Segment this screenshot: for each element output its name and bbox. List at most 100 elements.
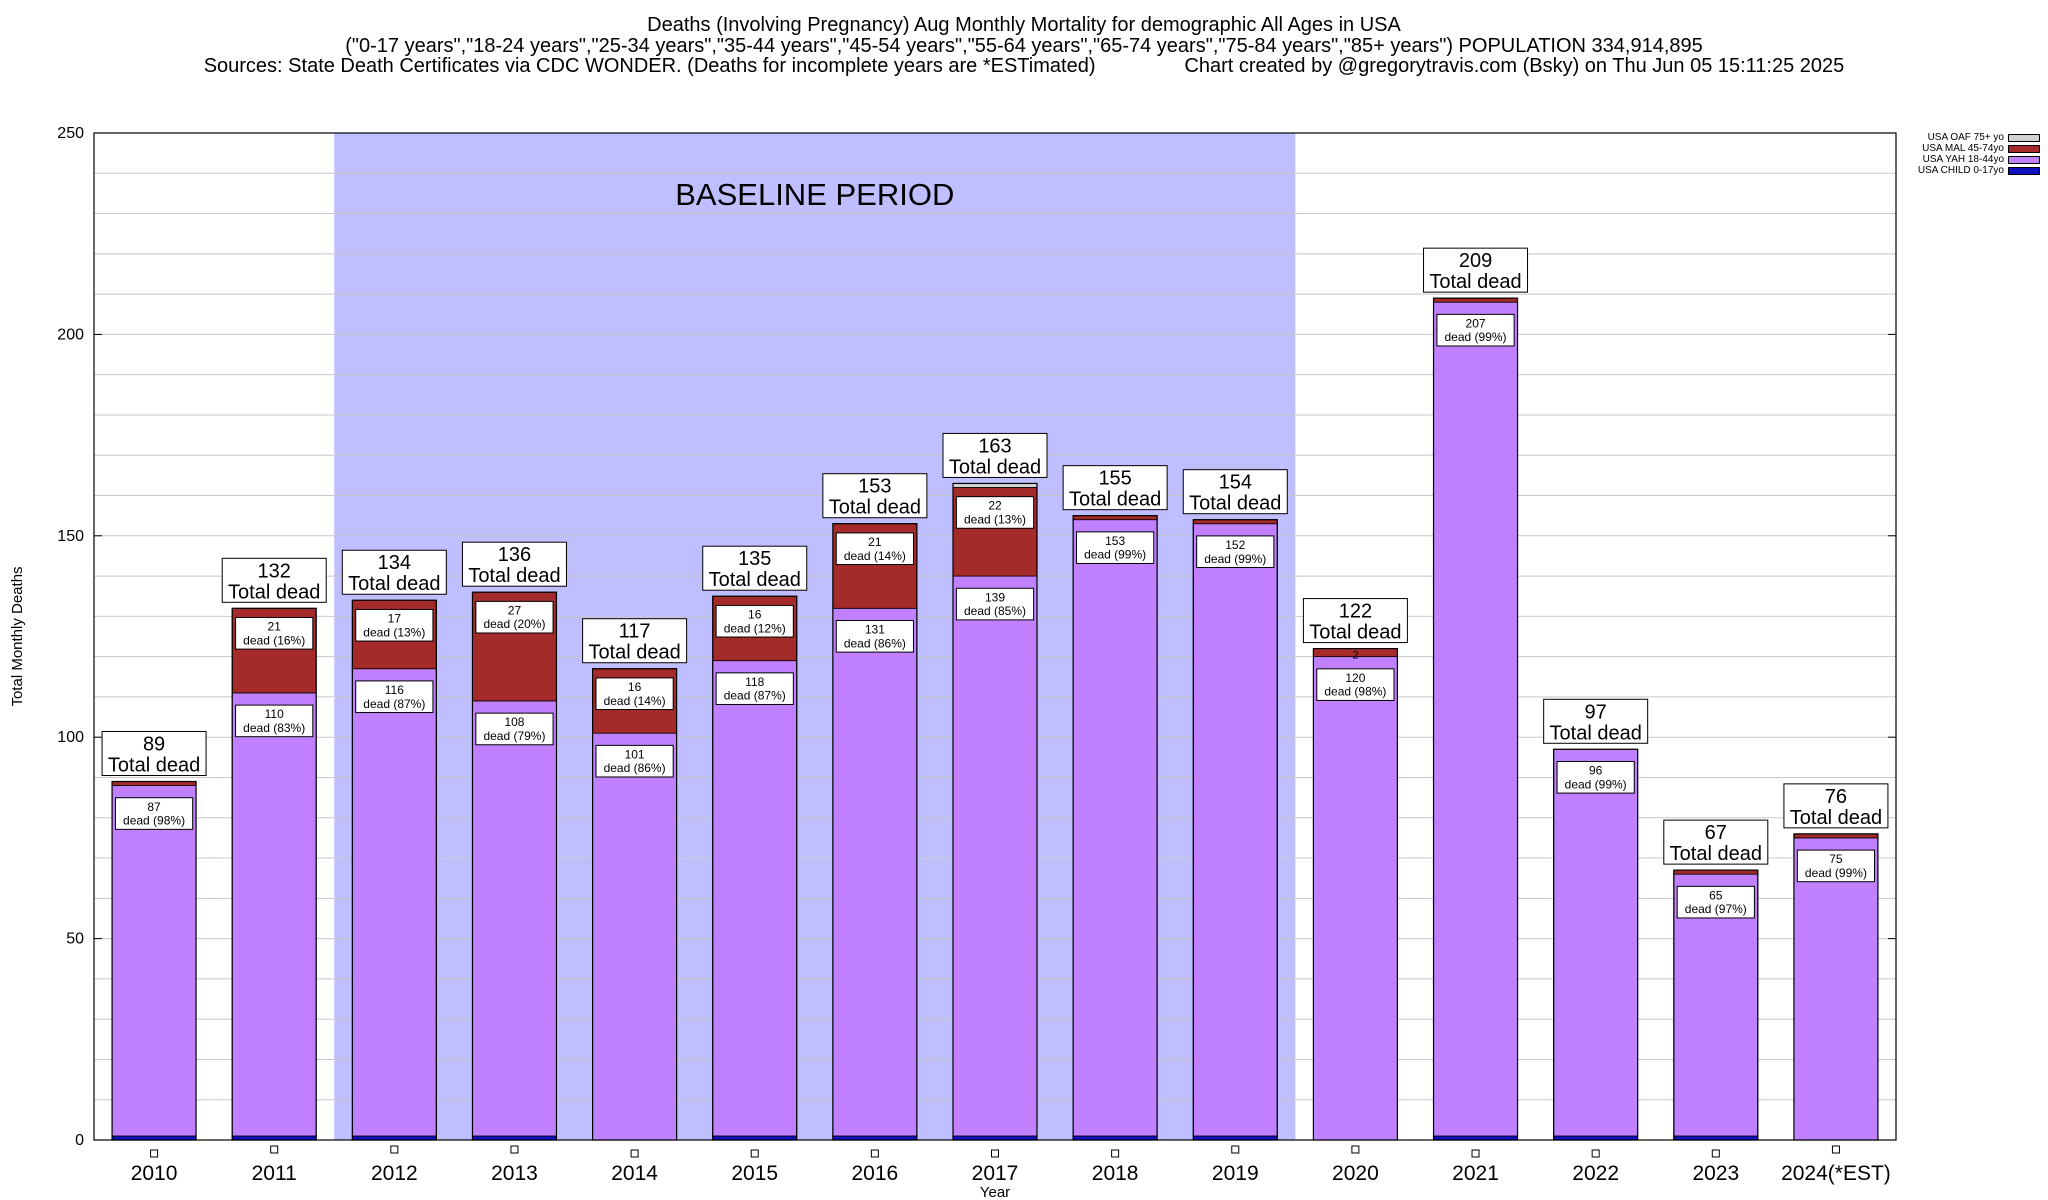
bar-segment bbox=[1673, 869, 1759, 875]
bar-segment bbox=[952, 483, 1038, 488]
bar-segment bbox=[1192, 523, 1278, 1137]
yah-segment-label-text: dead (79%) bbox=[483, 729, 545, 743]
bar-outline bbox=[1673, 869, 1759, 1141]
bar-segment bbox=[832, 607, 918, 1137]
mal-segment-label-text: 21 bbox=[268, 620, 282, 634]
bar-segment bbox=[1072, 1135, 1158, 1141]
bar-outline bbox=[1192, 519, 1278, 1141]
yah-segment-label-text: 87 bbox=[147, 800, 161, 814]
yah-segment-label-box bbox=[1436, 313, 1515, 347]
mal-segment-label-text: dead (14%) bbox=[844, 549, 906, 563]
legend-label-yah: USA YAH 18-44yo bbox=[1922, 154, 2004, 165]
yah-segment-label-text: dead (99%) bbox=[1445, 330, 1507, 344]
total-dead-label: Total dead bbox=[709, 569, 801, 591]
bar-outline bbox=[1553, 748, 1639, 1141]
yah-segment-label-box bbox=[475, 712, 554, 746]
bar-segment bbox=[472, 700, 557, 1137]
total-label-box bbox=[341, 549, 447, 595]
mal-segment-label-box bbox=[595, 677, 674, 711]
total-dead-label: Total dead bbox=[348, 573, 440, 595]
total-value-label: 209 bbox=[1459, 250, 1492, 272]
bar-segment bbox=[712, 1135, 798, 1141]
chart-title: Deaths (Involving Pregnancy) Aug Monthly… bbox=[647, 14, 1401, 36]
total-value-label: 134 bbox=[378, 552, 411, 574]
bar-segment bbox=[1313, 656, 1398, 1141]
yah-segment-label-text: 65 bbox=[1709, 888, 1723, 902]
yah-segment-label-text: dead (86%) bbox=[844, 636, 906, 650]
x-marker bbox=[991, 1149, 999, 1158]
yah-segment-label-text: 75 bbox=[1829, 852, 1843, 866]
legend-swatch-mal bbox=[2008, 144, 2040, 153]
bar-outline bbox=[1312, 647, 1399, 1141]
bar-segment bbox=[1072, 519, 1158, 1137]
bar-segment bbox=[952, 1135, 1038, 1141]
legend-item-oaf: USA OAF 75+ yo bbox=[1918, 132, 2040, 143]
x-tick-label: 2014 bbox=[611, 1162, 658, 1185]
yah-segment-label-box bbox=[1196, 535, 1275, 569]
bar-segment bbox=[111, 785, 197, 1137]
yah-segment-label-text: dead (98%) bbox=[1324, 685, 1386, 699]
total-label-box bbox=[1062, 465, 1168, 511]
yah-segment-label-text: 153 bbox=[1105, 534, 1125, 548]
total-value-label: 135 bbox=[738, 548, 771, 570]
legend-label-child: USA CHILD 0-17yo bbox=[1917, 165, 2004, 176]
mal-segment-label-text: 16 bbox=[628, 680, 642, 694]
total-label-box bbox=[1543, 698, 1649, 744]
y-tick-label: 0 bbox=[75, 1132, 84, 1149]
yah-segment-label-text: dead (99%) bbox=[1565, 777, 1627, 791]
bar-segment bbox=[952, 575, 1038, 1137]
bar-outline bbox=[832, 523, 918, 1141]
total-value-label: 163 bbox=[978, 435, 1011, 457]
x-marker bbox=[1711, 1149, 1720, 1158]
x-marker bbox=[1231, 1145, 1240, 1154]
yah-segment-label-box bbox=[955, 587, 1035, 621]
total-label-box bbox=[822, 473, 928, 519]
total-label-box bbox=[1182, 469, 1288, 515]
total-value-label: 67 bbox=[1705, 822, 1727, 844]
bar-segment bbox=[1793, 833, 1879, 839]
bar-outline bbox=[591, 668, 678, 1141]
total-label-box bbox=[101, 731, 207, 777]
yah-segment-label-box bbox=[1676, 885, 1755, 919]
y-tick-label: 150 bbox=[57, 528, 84, 545]
yah-segment-label-text: 120 bbox=[1345, 671, 1365, 685]
yah-segment-label-text: dead (99%) bbox=[1084, 548, 1146, 562]
yah-segment-label-box bbox=[235, 704, 314, 738]
total-dead-label: Total dead bbox=[588, 642, 680, 664]
bar-segment bbox=[231, 1135, 317, 1141]
mal-segment-label-box bbox=[835, 532, 914, 566]
chart-sources: Sources: State Death Certificates via CD… bbox=[203, 55, 1845, 77]
bar-segment bbox=[1673, 1135, 1759, 1141]
x-marker bbox=[390, 1145, 399, 1154]
yah-segment-label-text: 96 bbox=[1589, 764, 1603, 778]
mal-segment-label-text: dead (20%) bbox=[483, 617, 545, 631]
bar-segment bbox=[111, 1135, 197, 1141]
yah-segment-label-text: 207 bbox=[1466, 316, 1486, 330]
total-label-box bbox=[1663, 819, 1769, 865]
x-tick-label: 2023 bbox=[1692, 1162, 1739, 1185]
x-marker bbox=[630, 1149, 639, 1158]
mal-segment-label-box bbox=[715, 604, 794, 638]
total-value-label: 97 bbox=[1585, 701, 1607, 723]
chart-legend: USA OAF 75+ yo USA MAL 45-74yo USA YAH 1… bbox=[1918, 132, 2040, 176]
bar-outline bbox=[1432, 297, 1519, 1141]
total-value-label: 76 bbox=[1825, 786, 1847, 808]
bar-segment bbox=[351, 1135, 437, 1141]
total-value-label: 117 bbox=[619, 621, 651, 643]
total-dead-label: Total dead bbox=[1069, 489, 1161, 511]
chart-subtitle: ("0-17 years","18-24 years","25-34 years… bbox=[345, 35, 1703, 57]
bar-segment bbox=[592, 732, 677, 1141]
bar-outline bbox=[231, 607, 317, 1141]
y-axis-label: Total Monthly Deaths bbox=[9, 566, 26, 706]
yah-segment-label-text: 110 bbox=[265, 707, 284, 721]
yah-segment-label-box bbox=[1316, 668, 1395, 701]
bar-outline bbox=[471, 591, 558, 1141]
yah-segment-label-text: 101 bbox=[625, 747, 645, 761]
yah-segment-label-text: dead (87%) bbox=[363, 697, 425, 711]
total-value-label: 154 bbox=[1219, 472, 1252, 494]
x-marker bbox=[1471, 1149, 1480, 1158]
yah-segment-label-text: 139 bbox=[985, 590, 1005, 604]
yah-segment-label-text: 108 bbox=[504, 715, 524, 729]
yah-segment-label-text: 118 bbox=[745, 675, 764, 689]
